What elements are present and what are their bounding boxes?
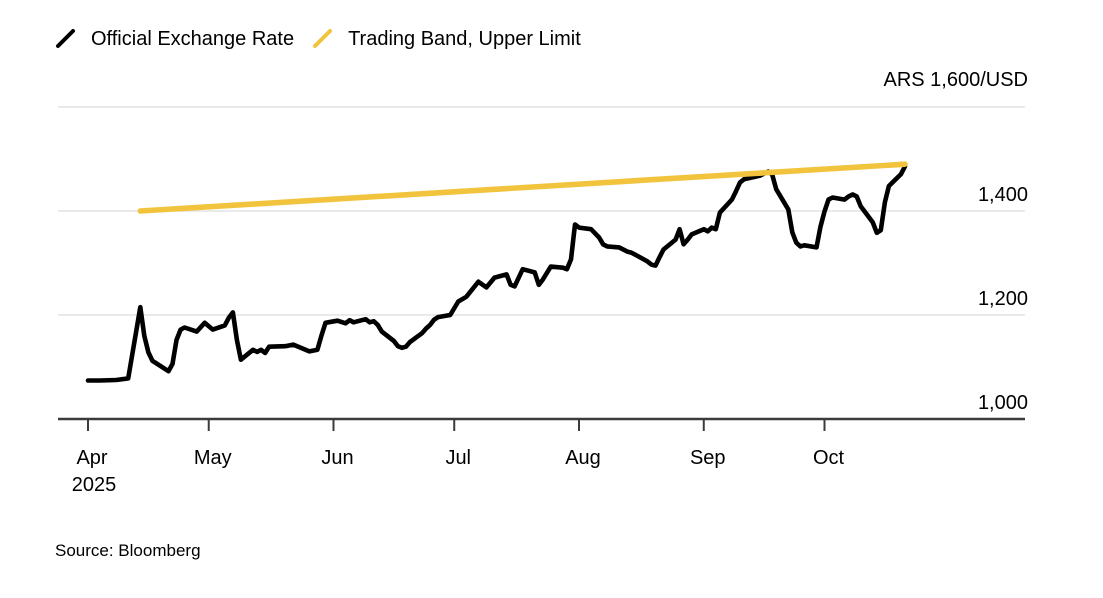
official-exchange-rate-line <box>85 164 908 383</box>
legend-item-official-rate: Official Exchange Rate <box>55 27 294 51</box>
source-note: Source: Bloomberg <box>55 541 201 560</box>
legend: Official Exchange Rate Trading Band, Upp… <box>55 27 581 51</box>
trading-band-upper-limit-line <box>137 161 908 214</box>
y-tick-label: 1,000 <box>978 392 1028 414</box>
y-axis-unit-label: ARS 1,600/USD <box>883 69 1028 91</box>
legend-item-trading-band: Trading Band, Upper Limit <box>312 27 581 51</box>
y-tick-label: 1,400 <box>978 184 1028 206</box>
y-tick-label: 1,200 <box>978 288 1028 310</box>
x-tick-label: Jun <box>321 447 353 469</box>
x-tick-label: May <box>194 447 232 469</box>
x-tick-label: Jul <box>445 447 471 469</box>
x-tick-label: Oct <box>813 447 845 469</box>
x-tick-label: Apr <box>76 447 107 469</box>
x-tick-label: Sep <box>690 447 726 469</box>
x-axis-year-label: 2025 <box>72 474 117 496</box>
black-line-key-icon <box>56 29 75 48</box>
legend-label-trading-band: Trading Band, Upper Limit <box>348 28 581 50</box>
x-tick-label: Aug <box>565 447 601 469</box>
legend-label-official-rate: Official Exchange Rate <box>91 28 295 50</box>
yellow-line-key-icon <box>313 29 333 48</box>
